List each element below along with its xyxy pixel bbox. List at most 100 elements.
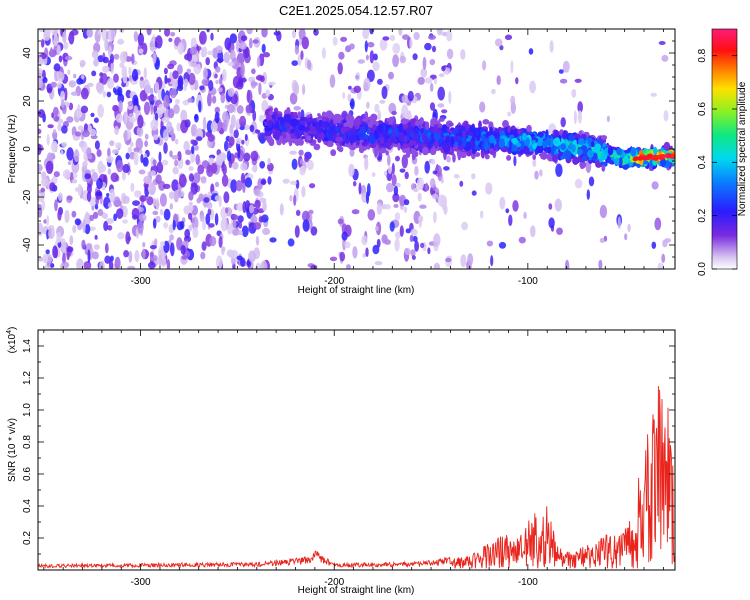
spectrogram-blob [206, 29, 210, 33]
y-tick-label: 0.6 [22, 467, 33, 481]
spectrogram-blob [307, 159, 314, 171]
spectrogram-blob [412, 235, 418, 242]
x-tick-label: -100 [518, 276, 538, 287]
spectrogram-ridge-blob [624, 163, 630, 168]
spectrogram-blob [427, 247, 431, 255]
spectrogram-blob [291, 158, 298, 170]
spectrogram-blob [309, 183, 316, 189]
spectrogram-blob [101, 73, 108, 85]
spectrogram-blob [106, 77, 115, 89]
spectrogram-blob [203, 197, 210, 203]
spectrogram-ridge-blob [502, 120, 509, 128]
spectrogram-blob [414, 240, 419, 252]
spectrogram-blob [494, 38, 503, 47]
spectrogram-ridge-blob [297, 111, 301, 119]
spectrogram-ridge-blob [536, 137, 544, 147]
spectrogram-blob [188, 72, 196, 86]
snr-panel: -300 -200 -100 0.2 0.4 0.6 0.8 1.0 1.2 1.4 Heigh… [6, 327, 676, 596]
spectrogram-blob [162, 129, 169, 142]
spectrogram-blob [386, 182, 394, 193]
spectrogram-ridge-blob [474, 152, 481, 157]
spectrogram-ridge-blob [267, 136, 273, 140]
snr-series-line [38, 385, 675, 569]
spectrogram-blob [54, 199, 58, 212]
spectrogram-blob [144, 133, 149, 140]
spectrogram-blob [196, 136, 203, 141]
spectrogram-blob [223, 52, 231, 64]
spectrogram-ridge-blob [448, 122, 454, 127]
spectrogram-blob [121, 170, 126, 181]
spectrogram-blob [191, 124, 196, 137]
spectrogram-ridge-blob [512, 137, 518, 145]
spectrogram-blob [137, 114, 144, 129]
spectrogram-blob [523, 211, 527, 219]
spectrogram-blob [41, 171, 47, 180]
spectrogram-blob [188, 212, 193, 220]
spectrogram-ridge-blob [459, 151, 467, 159]
spectrogram-blob [398, 29, 403, 36]
spectrogram-blob [128, 116, 137, 123]
spectrogram-blob [259, 161, 266, 169]
spectrogram-hot-blob [633, 156, 639, 160]
spectrogram-blob [89, 214, 95, 222]
spectrogram-blob [94, 203, 99, 210]
spectrogram-blob [172, 166, 179, 175]
spectrogram-blob [224, 37, 232, 51]
spectrogram-ridge-blob [407, 120, 411, 128]
spectrogram-blob [345, 264, 351, 269]
spectrogram-ridge-blob [577, 156, 582, 162]
spectrogram-blob [140, 153, 144, 164]
spectrogram-blob [161, 117, 170, 123]
spectrogram-blob [103, 220, 109, 232]
spectrogram-blob [119, 51, 127, 64]
spectrogram-blob [214, 213, 219, 226]
spectrogram-blob [246, 29, 253, 35]
spectrogram-blob [214, 111, 220, 124]
spectrogram-blob [295, 209, 301, 216]
spectrogram-blob [39, 56, 43, 64]
spectrogram-blob [119, 29, 125, 34]
spectrogram-blob [149, 251, 154, 258]
spectrogram-blob [41, 200, 46, 211]
spectrogram-blob [237, 145, 241, 159]
spectrogram-ridge-blob [327, 140, 334, 147]
spectrogram-blob [188, 173, 194, 182]
spectrogram-blob [471, 190, 477, 196]
spectrogram-blob [291, 60, 299, 66]
spectrogram-ridge-blob [348, 134, 356, 144]
spectrogram-x-label: Height of straight line (km) [298, 285, 415, 296]
spectrogram-ridge-blob [506, 155, 512, 161]
spectrogram-blob [258, 82, 262, 95]
spectrogram-blob [532, 159, 537, 168]
spectrogram-blob [190, 37, 197, 50]
spectrogram-blob [166, 259, 171, 269]
spectrogram-blob [420, 67, 428, 78]
spectrogram-blob [86, 29, 94, 38]
spectrogram-ridge-blob [317, 113, 321, 117]
spectrogram-blob [153, 96, 157, 102]
spectrogram-blob [577, 101, 583, 113]
spectrogram-ridge-blob [517, 128, 521, 135]
spectrogram-x-axis: -300 -200 -100 [43, 29, 664, 287]
spectrogram-blob [127, 146, 133, 153]
spectrogram-blob [507, 111, 512, 117]
spectrogram-blob [89, 128, 97, 137]
spectrogram-blob [226, 223, 233, 235]
spectrogram-blob [94, 235, 98, 240]
spectrogram-blob [279, 203, 284, 216]
spectrogram-blob [510, 59, 514, 74]
spectrogram-ridge-blob [601, 164, 606, 172]
spectrogram-blob [236, 255, 243, 261]
spectrogram-blob [395, 231, 401, 239]
spectrogram-blob [233, 214, 239, 220]
spectrogram-blob [232, 76, 240, 89]
spectrogram-blob [171, 179, 179, 192]
spectrogram-blob [351, 209, 360, 215]
spectrogram-blob [133, 151, 139, 166]
spectrogram-blob [133, 105, 138, 114]
spectrogram-blob [340, 36, 348, 42]
spectrogram-blob [143, 176, 152, 185]
spectrogram-blob [231, 57, 240, 70]
spectrogram-ridge-blob [290, 129, 295, 134]
spectrogram-blob [106, 155, 114, 163]
